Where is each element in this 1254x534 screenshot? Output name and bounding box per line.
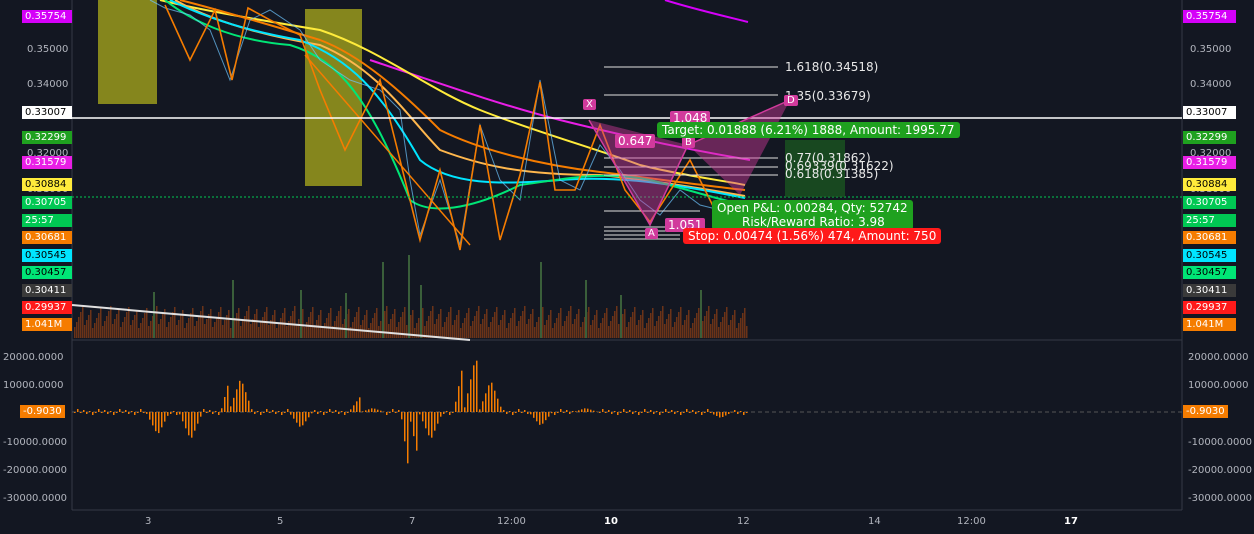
fib-level-label: 0.618(0.31385): [785, 167, 879, 181]
oscillator-histogram: [74, 360, 748, 464]
price-label: 0.35754: [22, 10, 72, 23]
pattern-point-d[interactable]: D: [784, 95, 798, 106]
risk-reward-text: Risk/Reward Ratio: 3.98: [742, 215, 885, 229]
time-tick: 7: [409, 516, 416, 527]
price-label: 0.30705: [22, 196, 72, 209]
osc-axis-tick: -10000.0000: [3, 437, 68, 448]
osc-current-value: -0.9030: [20, 405, 65, 418]
time-tick: 5: [277, 516, 284, 527]
time-tick: 12:00: [497, 516, 526, 527]
osc-axis-tick: 20000.0000: [3, 352, 64, 363]
price-label: 0.30457: [1183, 266, 1236, 279]
fib-level-label: 1.618(0.34518): [785, 60, 879, 74]
price-label: 0.32299: [1183, 131, 1236, 144]
time-tick: 12:00: [957, 516, 986, 527]
pattern-point-b[interactable]: B: [682, 137, 695, 148]
osc-axis-tick: -20000.0000: [3, 465, 68, 476]
price-label: 0.30457: [22, 266, 72, 279]
price-label: 1.041M: [22, 318, 72, 331]
price-label: 25:57: [22, 214, 72, 227]
time-tick: 14: [868, 516, 881, 527]
time-tick: 17: [1064, 516, 1078, 527]
osc-current-value: -0.9030: [1183, 405, 1228, 418]
right-axis-tick: 0.32000: [1190, 148, 1232, 159]
price-label: 0.30411: [1183, 284, 1236, 297]
pnl-text: Open P&L: 0.00284, Qty: 52742: [717, 201, 908, 215]
osc-axis-tick: -10000.0000: [1188, 437, 1253, 448]
price-label: 0.35754: [1183, 10, 1236, 23]
volume-histogram: [74, 255, 748, 338]
price-label: 0.33007: [1183, 106, 1236, 119]
right-axis-tick: 0.35000: [1190, 44, 1232, 55]
time-tick: 10: [604, 516, 618, 527]
price-label: 0.31579: [1183, 156, 1236, 169]
right-axis-tick: 0.34000: [1190, 79, 1232, 90]
price-label: 0.33007: [22, 106, 72, 119]
stop-label[interactable]: Stop: 0.00474 (1.56%) 474, Amount: 750: [683, 228, 942, 244]
price-label: 0.30705: [1183, 196, 1236, 209]
price-label: 0.31579: [22, 156, 72, 169]
osc-axis-tick: 10000.0000: [3, 380, 64, 391]
price-label: 0.30681: [22, 231, 72, 244]
price-label: 0.30545: [22, 249, 72, 262]
pattern-ratio: 0.647: [615, 134, 656, 148]
osc-axis-tick: -30000.0000: [3, 493, 68, 504]
price-label: 0.30884: [22, 178, 72, 191]
price-label: 0.29937: [1183, 301, 1236, 314]
price-label: 0.30681: [1183, 231, 1236, 244]
fib-level-label: 0.69339(0.31622): [785, 159, 894, 173]
left-axis-tick: 0.32000: [27, 148, 69, 159]
osc-axis-tick: 10000.0000: [1188, 380, 1249, 391]
price-label: 0.32299: [22, 131, 72, 144]
target-label[interactable]: Target: 0.01888 (6.21%) 1888, Amount: 19…: [657, 122, 960, 138]
open-pnl-label[interactable]: Open P&L: 0.00284, Qty: 52742 Risk/Rewar…: [712, 200, 913, 230]
price-label: 0.29937: [22, 301, 72, 314]
range-box-1[interactable]: [98, 0, 157, 104]
osc-axis-tick: -30000.0000: [1188, 493, 1253, 504]
osc-axis-tick: 20000.0000: [1188, 352, 1249, 363]
fib-level-label: 1.35(0.33679): [785, 89, 871, 103]
time-tick: 12: [737, 516, 750, 527]
pattern-point-x[interactable]: X: [583, 99, 596, 110]
price-label: 25:57: [1183, 214, 1236, 227]
price-label: 0.30884: [1183, 178, 1236, 191]
pattern-ratio: 1.048: [670, 111, 711, 125]
price-label: 1.041M: [1183, 318, 1236, 331]
osc-axis-tick: -20000.0000: [1188, 465, 1253, 476]
price-label: 0.30545: [1183, 249, 1236, 262]
time-tick: 3: [145, 516, 152, 527]
price-label: 0.30411: [22, 284, 72, 297]
pattern-point-a[interactable]: A: [645, 228, 658, 239]
left-axis-tick: 0.35000: [27, 44, 69, 55]
fib-level-label: 0.77(0.31862): [785, 151, 871, 165]
left-axis-tick: 0.34000: [27, 79, 69, 90]
